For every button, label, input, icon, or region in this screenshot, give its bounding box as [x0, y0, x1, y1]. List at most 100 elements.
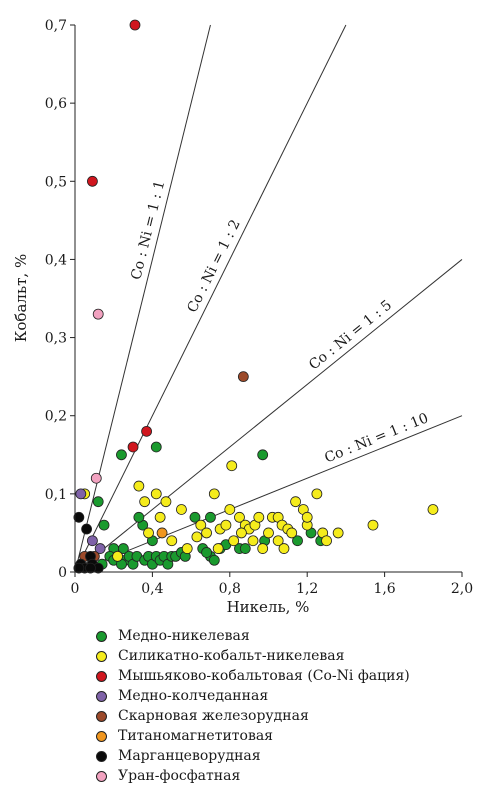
data-point — [81, 523, 93, 535]
data-point — [427, 504, 439, 515]
data-point — [189, 511, 201, 523]
data-point — [205, 511, 216, 523]
data-point — [208, 488, 220, 500]
legend-item: Уран-фосфатная — [96, 766, 476, 786]
data-point — [139, 496, 151, 508]
data-point — [321, 535, 332, 547]
data-point — [201, 547, 212, 558]
y-tick-label: 0,7 — [45, 18, 67, 34]
data-point — [224, 504, 236, 515]
y-tick-label: 0,6 — [45, 96, 67, 112]
data-point — [92, 496, 104, 508]
data-point — [73, 562, 85, 574]
data-point — [98, 519, 110, 531]
legend: Медно-никелевая Силикатно-кобальт-никелев… — [96, 626, 476, 786]
x-tick-label: 1,2 — [296, 581, 318, 597]
data-points — [73, 19, 439, 574]
legend-item: Медно-никелевая — [96, 626, 476, 646]
legend-swatch — [96, 710, 107, 722]
ratio-line-label: Co : Ni = 1 : 1 — [128, 179, 168, 281]
legend-label: Титаномагнетитовая — [118, 728, 274, 744]
data-point — [236, 527, 247, 539]
data-point — [212, 543, 224, 554]
ratio-line — [74, 24, 347, 573]
data-point — [143, 527, 154, 539]
data-point — [112, 550, 123, 562]
data-point — [257, 449, 269, 461]
data-point — [160, 496, 172, 508]
x-tick-label: 0,4 — [141, 581, 163, 597]
y-axis-label: Кобальт, % — [12, 254, 30, 342]
data-point — [253, 511, 265, 523]
data-point — [116, 449, 127, 461]
legend-swatch — [96, 630, 107, 642]
tick-labels: 0 0,4 0,8 1,2 1,6 2,0 0 0,1 0,2 0,3 0,4 0,5 0,6 0,7 — [45, 18, 473, 597]
data-point — [92, 308, 104, 320]
legend-label: Медно-колчеданная — [118, 688, 269, 704]
ratio-line-label: Co : Ni = 1 : 10 — [322, 410, 430, 466]
x-tick-label: 1,6 — [373, 581, 395, 597]
data-point — [73, 511, 85, 523]
legend-label: Медно-никелевая — [118, 628, 250, 644]
data-point — [195, 519, 207, 531]
y-tick-label: 0,5 — [45, 174, 67, 190]
data-point — [311, 488, 323, 500]
legend-swatch — [96, 730, 107, 742]
legend-label: Силикатно-кобальт-никелевая — [118, 648, 345, 664]
data-point — [226, 460, 238, 472]
legend-item: Медно-колчеданная — [96, 686, 476, 706]
ratio-line — [74, 259, 463, 573]
data-point — [237, 371, 249, 383]
x-tick-label: 0,8 — [219, 581, 241, 597]
legend-swatch — [96, 670, 107, 682]
ratio-lines: Co : Ni = 1 : 1 Co : Ni = 1 : 2 Co : Ni = … — [74, 24, 463, 573]
ratio-line-label: Co : Ni = 1 : 5 — [306, 297, 395, 373]
data-point — [154, 511, 166, 523]
y-tick-label: 0,4 — [45, 252, 67, 268]
data-point — [290, 496, 301, 508]
legend-swatch — [96, 750, 107, 762]
x-tick-label: 0 — [71, 581, 80, 597]
data-point — [292, 535, 303, 547]
data-point — [191, 531, 203, 543]
data-point — [90, 472, 102, 484]
legend-swatch — [96, 690, 107, 702]
data-point — [301, 511, 313, 523]
y-tick-label: 0,3 — [45, 331, 67, 347]
data-point — [87, 175, 98, 187]
legend-item: Титаномагнетитовая — [96, 726, 476, 746]
legend-label: Марганцеворудная — [118, 748, 261, 764]
y-tick-label: 0,2 — [45, 409, 67, 425]
y-tick-label: 0 — [58, 565, 67, 581]
data-point — [247, 535, 259, 547]
data-point — [257, 543, 269, 554]
legend-item: Скарновая железорудная — [96, 706, 476, 726]
data-point — [127, 441, 139, 453]
ratio-line-label: Co : Ni = 1 : 2 — [184, 217, 243, 315]
data-point — [87, 535, 98, 547]
data-point — [228, 535, 240, 547]
data-point — [332, 527, 344, 539]
data-point — [94, 543, 106, 554]
data-point — [234, 511, 245, 523]
y-tick-label: 0,1 — [45, 487, 67, 503]
legend-label: Уран-фосфатная — [118, 768, 241, 784]
data-point — [156, 527, 168, 539]
data-point — [220, 519, 232, 531]
data-point — [150, 441, 162, 453]
legend-swatch — [96, 650, 107, 662]
data-point — [117, 543, 129, 554]
data-point — [239, 543, 251, 554]
scatter-chart: Co : Ni = 1 : 1 Co : Ni = 1 : 2 Co : Ni = … — [12, 18, 473, 616]
legend-label: Мышьяково-кобальтовая (Co-Ni фация) — [118, 668, 410, 684]
data-point — [176, 504, 187, 515]
data-point — [85, 562, 96, 574]
legend-item: Мышьяково-кобальтовая (Co-Ni фация) — [96, 666, 476, 686]
legend-swatch — [96, 770, 107, 782]
data-point — [208, 554, 220, 566]
data-point — [263, 527, 274, 539]
x-tick-label: 2,0 — [451, 581, 473, 597]
legend-label: Скарновая железорудная — [118, 708, 309, 724]
data-point — [129, 19, 141, 31]
data-point — [367, 519, 379, 531]
